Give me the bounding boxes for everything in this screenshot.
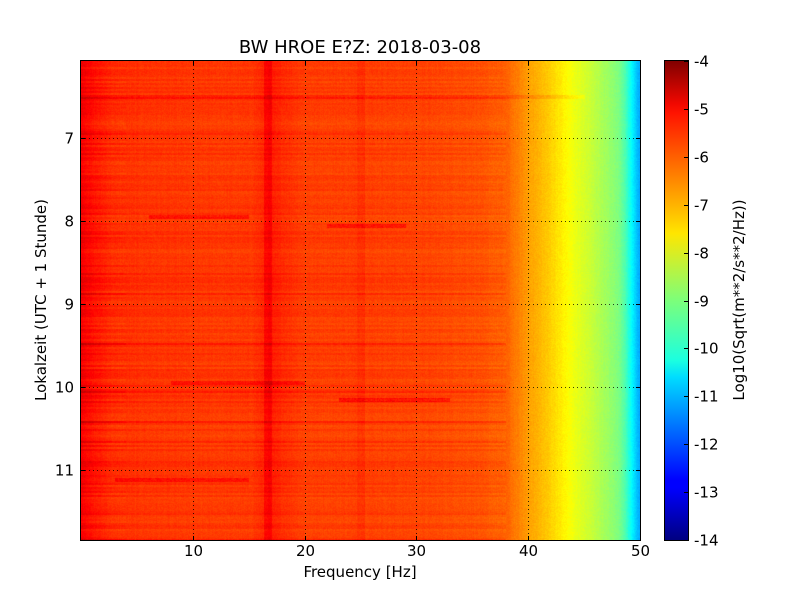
x-tick-label: 20	[296, 542, 315, 560]
y-axis-label: Lokalzeit (UTC + 1 Stunde)	[32, 199, 50, 401]
colorbar-tick-label: -14	[694, 532, 719, 550]
colorbar-tick-label: -12	[694, 436, 719, 454]
y-tick-label: 8	[64, 213, 74, 231]
colorbar-gradient	[664, 60, 689, 541]
x-axis: 10 20 30 40 50	[184, 61, 650, 560]
y-axis: 7 8 9 10 11	[55, 130, 640, 480]
colorbar: -4 -5 -6 -7 -8 -9 -10 -11 -12 -13 -14 Log10(Sqrt(m…	[664, 53, 748, 550]
spectrogram-heatmap	[81, 61, 640, 540]
colorbar-tick-label: -11	[694, 388, 719, 406]
colorbar-tick-label: -9	[694, 293, 709, 311]
colorbar-tick-label: -6	[694, 149, 709, 167]
colorbar-label: Log10(Sqrt(m**2/s**2/Hz))	[730, 199, 748, 400]
colorbar-tick-label: -10	[694, 340, 719, 358]
x-axis-label: Frequency [Hz]	[303, 563, 416, 581]
colorbar-tick-label: -8	[694, 245, 709, 263]
colorbar-tick-label: -4	[694, 53, 709, 71]
y-tick-label: 7	[64, 130, 74, 148]
plot-frame	[80, 60, 641, 541]
colorbar-tick-label: -5	[694, 101, 709, 119]
colorbar-tick-label: -13	[694, 484, 719, 502]
x-tick-label: 30	[407, 542, 426, 560]
x-tick-label: 10	[184, 542, 203, 560]
x-tick-label: 40	[519, 542, 538, 560]
chart-title: BW HROE E?Z: 2018-03-08	[239, 37, 481, 58]
y-tick-label: 10	[55, 379, 74, 397]
x-tick-label: 50	[631, 542, 650, 560]
y-tick-label: 11	[55, 462, 74, 480]
colorbar-tick-label: -7	[694, 197, 709, 215]
spectrogram-plot-area	[80, 60, 641, 541]
y-tick-label: 9	[64, 296, 74, 314]
